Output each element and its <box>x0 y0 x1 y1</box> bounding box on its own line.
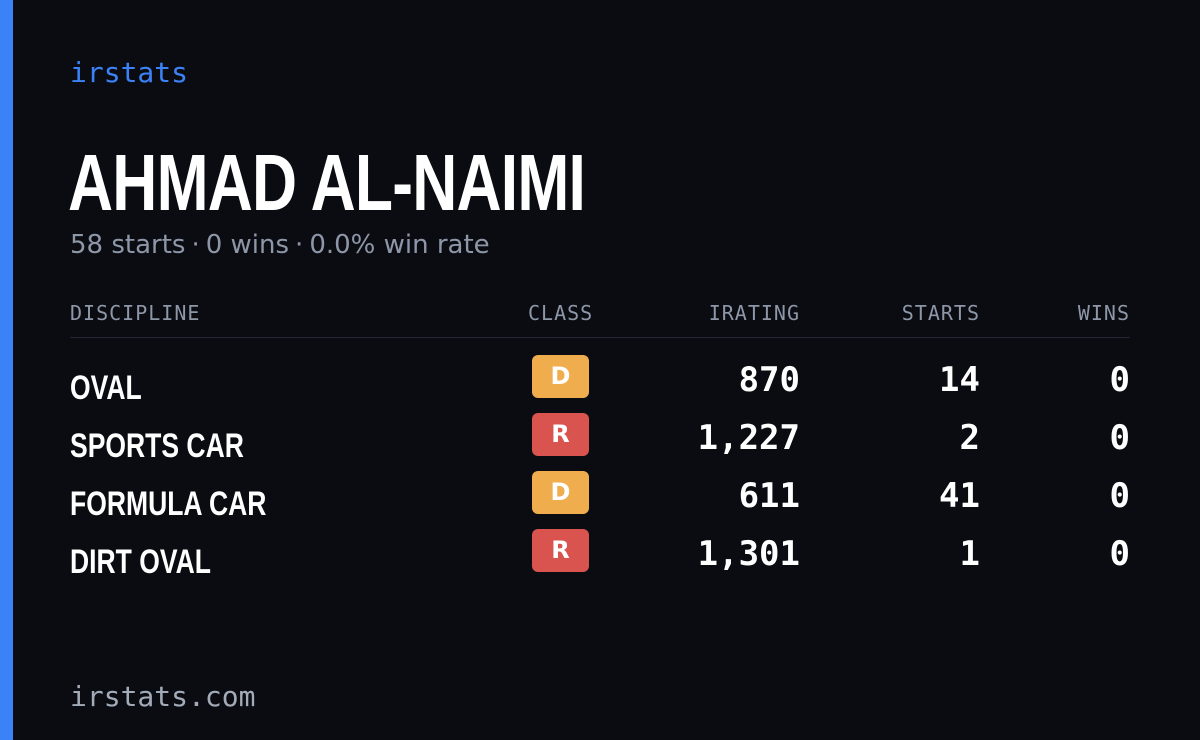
starts-value: 1 <box>959 534 980 574</box>
irating-value: 870 <box>738 360 800 400</box>
wins-value: 0 <box>1109 476 1130 516</box>
table-row: FORMULA CAR D 611 41 0 <box>0 471 1200 534</box>
separator: · <box>191 230 200 260</box>
table-row: SPORTS CAR R 1,227 2 0 <box>0 413 1200 476</box>
separator: · <box>295 230 304 260</box>
driver-summary: 58 starts · 0 wins · 0.0% win rate <box>70 228 490 262</box>
starts-value: 41 <box>939 476 980 516</box>
class-badge: D <box>532 471 589 514</box>
driver-name: AHMAD AL-NAIMI <box>68 138 586 227</box>
irating-value: 611 <box>738 476 800 516</box>
wins-value: 0 <box>1109 418 1130 458</box>
header-starts: STARTS <box>901 301 980 325</box>
discipline-name: SPORTS CAR <box>70 427 244 465</box>
discipline-name: FORMULA CAR <box>70 485 267 523</box>
footer-url: irstats.com <box>70 680 256 713</box>
class-badge: D <box>532 355 589 398</box>
starts-value: 2 <box>959 418 980 458</box>
irating-value: 1,227 <box>697 418 800 458</box>
starts-summary: 58 starts <box>70 230 186 260</box>
wins-value: 0 <box>1109 360 1130 400</box>
irating-value: 1,301 <box>697 534 800 574</box>
wins-summary: 0 wins <box>205 230 290 260</box>
table-row: OVAL D 870 14 0 <box>0 355 1200 418</box>
header-class: CLASS <box>528 301 594 325</box>
starts-value: 14 <box>939 360 980 400</box>
brand-logo: irstats <box>70 56 189 89</box>
accent-bar <box>0 0 13 740</box>
wins-value: 0 <box>1109 534 1130 574</box>
header-wins: WINS <box>1077 301 1130 325</box>
discipline-name: OVAL <box>70 369 142 407</box>
header-irating: IRATING <box>708 301 800 325</box>
header-divider <box>70 337 1130 338</box>
table-row: DIRT OVAL R 1,301 1 0 <box>0 529 1200 592</box>
discipline-name: DIRT OVAL <box>70 543 211 581</box>
class-badge: R <box>532 529 589 572</box>
header-discipline: DISCIPLINE <box>70 301 201 325</box>
class-badge: R <box>532 413 589 456</box>
win-rate-summary: 0.0% win rate <box>309 230 490 260</box>
